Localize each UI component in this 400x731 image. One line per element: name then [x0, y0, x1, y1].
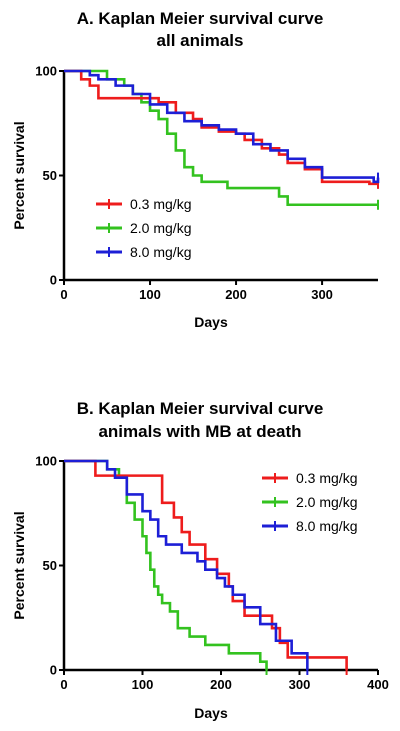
chart-title-line: all animals: [157, 31, 244, 50]
x-tick-label: 200: [210, 677, 232, 692]
legend-label: 2.0 mg/kg: [296, 494, 357, 510]
legend-label: 2.0 mg/kg: [130, 220, 191, 236]
y-tick-label: 100: [35, 64, 57, 79]
legend-label: 0.3 mg/kg: [296, 470, 357, 486]
x-axis-label: Days: [194, 705, 228, 721]
y-tick-label: 50: [43, 168, 57, 183]
y-axis-label: Percent survival: [11, 121, 27, 229]
x-tick-label: 400: [367, 677, 389, 692]
chart-title-line: A. Kaplan Meier survival curve: [77, 9, 324, 28]
legend-label: 0.3 mg/kg: [130, 196, 191, 212]
x-axis-label: Days: [194, 314, 228, 330]
series-line-2-0-mg-kg: [64, 69, 378, 207]
x-tick-label: 200: [225, 287, 247, 302]
series-line-8-0-mg-kg: [64, 459, 309, 670]
y-tick-label: 0: [50, 273, 57, 288]
x-tick-label: 100: [139, 287, 161, 302]
series-line-2-0-mg-kg: [64, 459, 268, 670]
series-line-8-0-mg-kg: [64, 69, 380, 184]
x-tick-label: 0: [60, 287, 67, 302]
y-tick-label: 50: [43, 558, 57, 573]
y-tick-label: 100: [35, 454, 57, 469]
x-tick-label: 300: [311, 287, 333, 302]
legend-label: 8.0 mg/kg: [296, 518, 357, 534]
x-tick-label: 100: [132, 677, 154, 692]
y-axis-label: Percent survival: [11, 511, 27, 619]
chart-title-line: B. Kaplan Meier survival curve: [77, 399, 324, 418]
series-line-0-3-mg-kg: [64, 69, 378, 186]
chart-a: A. Kaplan Meier survival curve all animal…: [11, 9, 380, 330]
x-tick-label: 300: [289, 677, 311, 692]
chart-title-line: animals with MB at death: [98, 422, 301, 441]
chart-b: B. Kaplan Meier survival curve animals wi…: [11, 399, 389, 721]
y-tick-label: 0: [50, 663, 57, 678]
x-tick-label: 0: [60, 677, 67, 692]
legend-label: 8.0 mg/kg: [130, 244, 191, 260]
